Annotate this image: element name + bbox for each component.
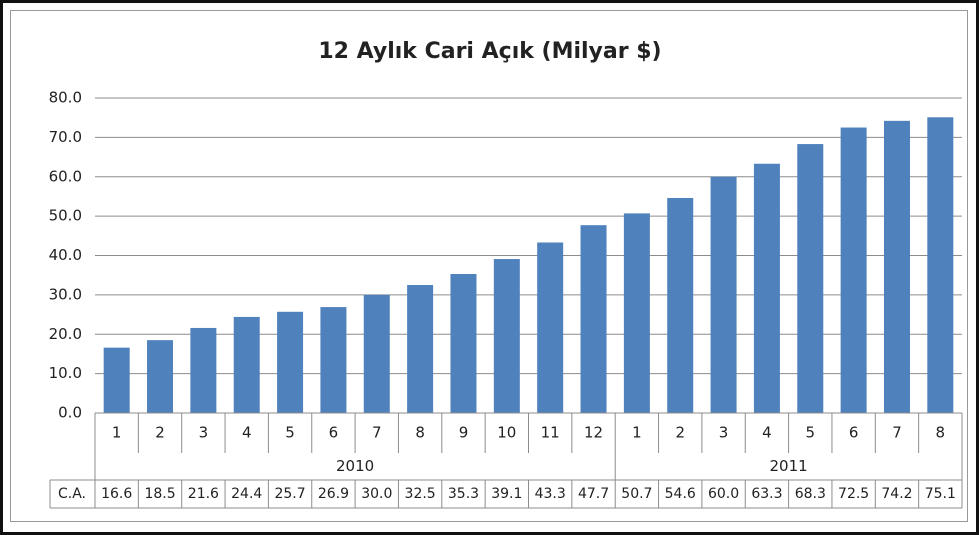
x-tick-label: 7: [372, 424, 382, 442]
bar: [667, 198, 694, 413]
y-tick-label: 20.0: [49, 325, 82, 343]
bar: [147, 340, 174, 413]
bar: [797, 144, 824, 413]
bar: [190, 327, 217, 413]
bar: [450, 274, 477, 413]
x-tick-label: 8: [936, 424, 946, 442]
y-tick-label: 40.0: [49, 246, 82, 264]
x-tick-label: 2: [155, 424, 165, 442]
bar: [710, 176, 737, 413]
data-table-value: 30.0: [361, 486, 392, 502]
x-tick-label: 9: [459, 424, 469, 442]
y-tick-label: 50.0: [49, 207, 82, 225]
x-tick-label: 8: [415, 424, 425, 442]
bar: [580, 225, 607, 413]
bar: [103, 347, 130, 413]
data-table-value: 18.5: [144, 486, 175, 502]
x-tick-label: 6: [849, 424, 859, 442]
bar: [233, 316, 260, 413]
bar: [927, 117, 954, 413]
data-table-value: 72.5: [838, 486, 869, 502]
data-table-value: 60.0: [708, 486, 739, 502]
y-tick-label: 0.0: [58, 404, 82, 422]
bar: [883, 120, 910, 414]
x-tick-label: 12: [584, 424, 603, 442]
chart-frame: [10, 10, 968, 522]
data-table-value: 54.6: [665, 486, 696, 502]
bar: [537, 242, 564, 413]
bar: [753, 163, 780, 413]
group-label: 2010: [336, 457, 374, 475]
bar: [623, 213, 650, 413]
bar: [363, 294, 390, 413]
bar: [840, 127, 867, 413]
data-table-value: 21.6: [188, 486, 219, 502]
data-table-value: 75.1: [925, 486, 956, 502]
data-table-value: 25.7: [274, 486, 305, 502]
x-tick-label: 10: [497, 424, 516, 442]
group-label: 2011: [770, 457, 808, 475]
bar: [493, 259, 520, 413]
data-table-value: 63.3: [751, 486, 782, 502]
data-table-value: 68.3: [795, 486, 826, 502]
x-tick-label: 4: [242, 424, 252, 442]
x-tick-label: 5: [806, 424, 816, 442]
x-tick-label: 6: [329, 424, 339, 442]
data-table-value: 35.3: [448, 486, 479, 502]
x-tick-label: 11: [541, 424, 560, 442]
data-table-value: 47.7: [578, 486, 609, 502]
legend-label: C.A.: [58, 486, 86, 502]
data-table-value: 43.3: [535, 486, 566, 502]
data-table-value: 16.6: [101, 486, 132, 502]
x-tick-label: 7: [892, 424, 902, 442]
x-tick-label: 5: [285, 424, 295, 442]
y-tick-label: 80.0: [49, 89, 82, 107]
x-tick-label: 3: [199, 424, 209, 442]
chart-title: 12 Aylık Cari Açık (Milyar $): [318, 39, 661, 64]
y-tick-label: 70.0: [49, 128, 82, 146]
data-table-value: 74.2: [881, 486, 912, 502]
x-tick-label: 3: [719, 424, 729, 442]
data-table-value: 32.5: [405, 486, 436, 502]
data-table-value: 50.7: [621, 486, 652, 502]
data-table-value: 26.9: [318, 486, 349, 502]
x-tick-label: 4: [762, 424, 772, 442]
x-tick-label: 1: [112, 424, 122, 442]
y-tick-label: 30.0: [49, 285, 82, 303]
y-tick-label: 10.0: [49, 364, 82, 382]
x-tick-label: 2: [675, 424, 685, 442]
bar: [277, 311, 304, 413]
data-table-value: 24.4: [231, 486, 262, 502]
bar: [407, 285, 434, 413]
bar: [320, 307, 347, 413]
y-tick-label: 60.0: [49, 167, 82, 185]
data-table-value: 39.1: [491, 486, 522, 502]
x-tick-label: 1: [632, 424, 642, 442]
